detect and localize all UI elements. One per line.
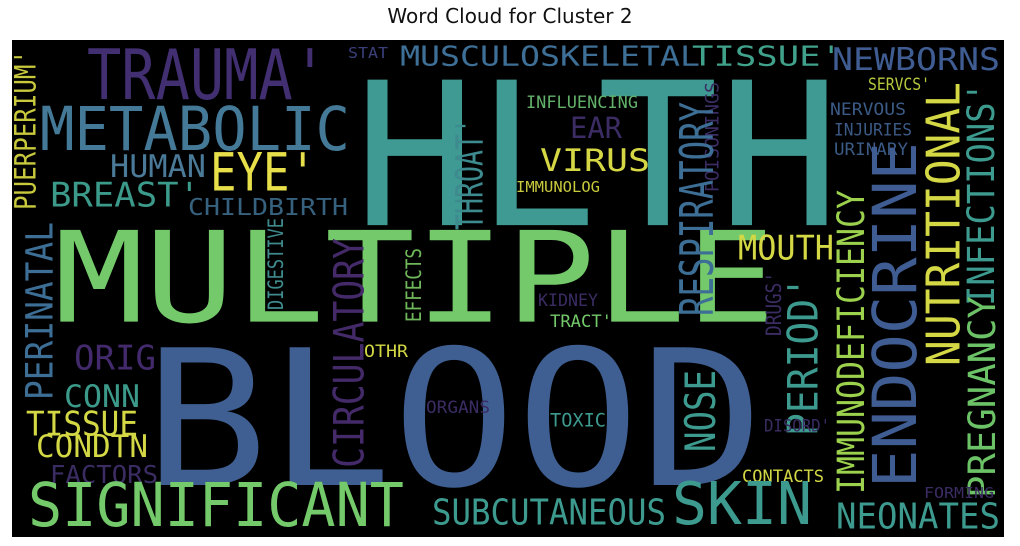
word-tissue: TISSUE [26, 404, 138, 443]
word-pregnancy: PREGNANCY [960, 296, 1004, 498]
word-forming: FORMING [924, 484, 994, 502]
chart-title: Word Cloud for Cluster 2 [387, 4, 633, 28]
word-immunodeficiency: IMMUNODEFICIENCY [830, 190, 873, 494]
word-disord: DISORD' [764, 416, 830, 436]
word-kidney: KIDNEY [538, 290, 598, 310]
word-subcutaneous: SUBCUTANEOUS [432, 492, 666, 534]
word-significant: SIGNIFICANT [28, 469, 404, 537]
word-human: HUMAN [110, 149, 206, 185]
word-circulatory: CIRCULATORY [325, 238, 374, 468]
word-conn: CONN [64, 379, 140, 415]
word-contacts: CONTACTS [742, 466, 824, 486]
word-drugs: DRUGS' [762, 272, 787, 336]
word-metabolic: METABOLIC [40, 93, 350, 164]
word-influencing: INFLUENCING [526, 92, 638, 112]
word-nutritional: NUTRITIONAL [917, 82, 971, 366]
word-nose: NOSE [678, 370, 726, 452]
word-orig: ORIG [74, 339, 156, 378]
word-nervous: NERVOUS [830, 100, 906, 119]
word-neonates: NEONATES [836, 497, 1000, 537]
word-virus: VIRUS [540, 143, 650, 180]
word-blood: BLOOD [144, 310, 764, 530]
word-mouth: MOUTH [738, 229, 834, 268]
word-tissue: TISSUE' [692, 42, 842, 73]
word-newborns: NEWBORNS [832, 41, 1000, 78]
word-puerperium: PUERPERIUM' [12, 50, 43, 210]
word-ear: EAR [570, 111, 622, 145]
word-breast: BREAST' [50, 177, 200, 216]
word-tract: TRACT' [550, 312, 612, 332]
word-multiple: MULTIPLE [54, 204, 776, 351]
word-effects: EFFECTS [402, 248, 427, 322]
word-stat: STAT [348, 44, 389, 62]
word-immunolog: IMMUNOLOG [516, 178, 600, 196]
word-childbirth: CHILDBIRTH [188, 194, 348, 221]
word-skin: SKIN [672, 470, 812, 537]
word-period: PERIOD' [780, 276, 828, 436]
word-infections: INFECTIONS' [960, 82, 1003, 306]
word-throat: THROAT' [448, 118, 492, 230]
word-condtn: CONDTN [36, 429, 148, 465]
word-factors: FACTORS [50, 459, 158, 489]
word-respiratory: RESPIRATORY [671, 102, 724, 316]
word-digestive: DIGESTIVE [263, 218, 288, 310]
word-cloud-canvas: HLTH MULTIPLE BLOOD TRAUMA' METABOLIC MUSCULO… [12, 40, 1004, 537]
word-musculoskeletal: MUSCULOSKELETAL [400, 41, 700, 72]
word-toxic: TOXIC [550, 410, 606, 431]
word-eye: EYE' [210, 143, 316, 204]
word-trauma: TRAUMA' [87, 40, 327, 115]
word-perinatal: PERINATAL [18, 222, 62, 400]
word-poisonings: POISONINGS [702, 82, 723, 192]
word-servcs: SERVCS' [868, 74, 930, 94]
word-injuries: INJURIES [834, 120, 912, 139]
word-hlth: HLTH [354, 41, 840, 273]
word-endocrine: ENDOCRINE [859, 142, 930, 488]
word-urinary: URINARY [834, 140, 909, 160]
word-organs: ORGANS [426, 398, 490, 417]
word-othr: OTHR [364, 342, 408, 361]
